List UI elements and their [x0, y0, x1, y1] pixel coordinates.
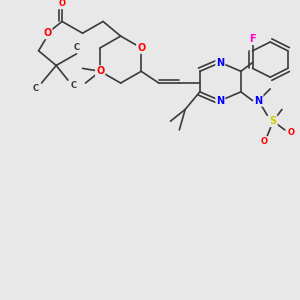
Text: O: O	[261, 137, 268, 146]
Text: F: F	[249, 34, 256, 44]
Text: O: O	[287, 128, 294, 137]
Text: N: N	[216, 96, 224, 106]
Text: O: O	[96, 66, 104, 76]
Text: O: O	[137, 43, 145, 53]
Text: O: O	[43, 28, 52, 38]
Text: N: N	[216, 58, 224, 68]
Text: N: N	[254, 96, 262, 106]
Text: S: S	[270, 116, 277, 126]
Text: C: C	[74, 44, 80, 52]
Text: C: C	[71, 82, 77, 91]
Text: C: C	[33, 84, 39, 93]
Text: O: O	[58, 0, 65, 8]
